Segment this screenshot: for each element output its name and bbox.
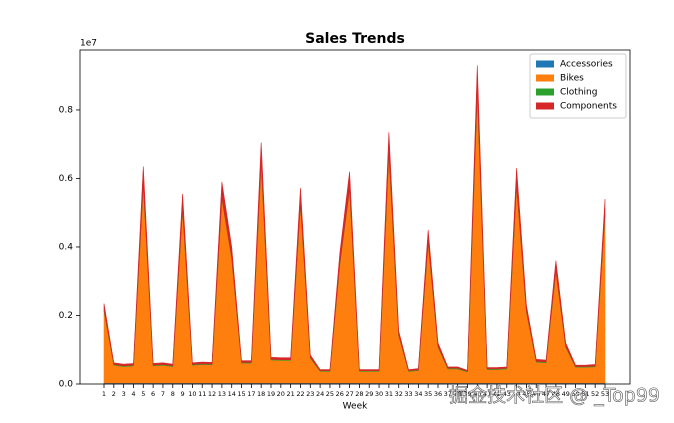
y-tick-label: 0.8 xyxy=(59,105,74,115)
watermark: 掘金技术社区 @ _Top99 xyxy=(449,385,660,407)
x-tick-label: 8 xyxy=(171,390,175,398)
legend-swatch xyxy=(536,60,554,68)
y-tick-label: 0.4 xyxy=(59,242,74,252)
chart-title: Sales Trends xyxy=(305,31,405,47)
x-tick-label: 52 xyxy=(591,390,599,398)
x-tick-label: 17 xyxy=(247,390,255,398)
x-tick-label: 5 xyxy=(141,390,145,398)
x-tick-label: 39 xyxy=(463,390,471,398)
legend-swatch xyxy=(536,74,554,82)
x-tick-label: 23 xyxy=(306,390,314,398)
x-tick-label: 37 xyxy=(444,390,452,398)
x-tick-label: 42 xyxy=(493,390,501,398)
y-tick-label: 0.6 xyxy=(59,174,74,184)
x-tick-label: 19 xyxy=(267,390,275,398)
x-tick-label: 40 xyxy=(473,390,481,398)
x-tick-label: 32 xyxy=(395,390,403,398)
x-tick-label: 26 xyxy=(336,390,344,398)
legend-label: Accessories xyxy=(560,60,613,70)
x-tick-label: 25 xyxy=(326,390,334,398)
x-tick-label: 45 xyxy=(522,390,530,398)
x-tick-label: 7 xyxy=(161,390,165,398)
x-tick-label: 49 xyxy=(562,390,570,398)
x-tick-label: 12 xyxy=(208,390,216,398)
legend-swatch xyxy=(536,88,554,96)
x-tick-label: 50 xyxy=(571,390,579,398)
x-tick-label: 43 xyxy=(503,390,511,398)
area xyxy=(103,91,606,384)
x-tick-label: 4 xyxy=(131,390,135,398)
x-tick-label: 33 xyxy=(404,390,412,398)
x-tick-label: 44 xyxy=(512,390,520,398)
x-tick-label: 20 xyxy=(277,390,285,398)
x-tick-label: 35 xyxy=(424,390,432,398)
x-tick-label: 2 xyxy=(112,390,116,398)
legend-label: Bikes xyxy=(560,74,584,84)
x-tick-label: 18 xyxy=(257,390,265,398)
x-tick-label: 1 xyxy=(102,390,106,398)
x-tick-label: 22 xyxy=(296,390,304,398)
legend-box xyxy=(529,53,627,119)
x-tick-label: 51 xyxy=(581,390,589,398)
offset-label: 1e7 xyxy=(80,39,97,49)
x-tick-label: 6 xyxy=(151,390,155,398)
x-tick-label: 53 xyxy=(601,390,609,398)
x-tick-label: 38 xyxy=(454,390,462,398)
x-tick-label: 14 xyxy=(228,390,236,398)
x-tick-label: 34 xyxy=(414,390,422,398)
x-tick-label: 29 xyxy=(365,390,373,398)
plot-frame xyxy=(79,49,631,385)
x-tick-label: 28 xyxy=(355,390,363,398)
x-tick-label: 48 xyxy=(552,390,560,398)
x-axis-label: Week xyxy=(343,402,368,412)
y-tick-label: 0.2 xyxy=(59,311,73,321)
x-tick-label: 9 xyxy=(181,390,185,398)
area xyxy=(103,65,606,372)
y-tick-label: 0.0 xyxy=(59,380,74,390)
legend-label: Components xyxy=(560,102,617,112)
x-tick-label: 15 xyxy=(237,390,245,398)
x-tick-label: 3 xyxy=(122,390,126,398)
x-tick-label: 24 xyxy=(316,390,324,398)
x-tick-label: 47 xyxy=(542,390,550,398)
x-tick-label: 46 xyxy=(532,390,540,398)
x-tick-label: 10 xyxy=(188,390,196,398)
x-tick-label: 31 xyxy=(385,390,393,398)
x-tick-label: 27 xyxy=(345,390,353,398)
legend-swatch xyxy=(536,102,554,110)
x-tick-label: 36 xyxy=(434,390,442,398)
x-tick-label: 13 xyxy=(218,390,226,398)
legend-label: Clothing xyxy=(560,88,597,98)
x-tick-label: 30 xyxy=(375,390,383,398)
x-tick-label: 11 xyxy=(198,390,206,398)
x-tick-label: 41 xyxy=(483,390,491,398)
x-tick-label: 21 xyxy=(287,390,295,398)
